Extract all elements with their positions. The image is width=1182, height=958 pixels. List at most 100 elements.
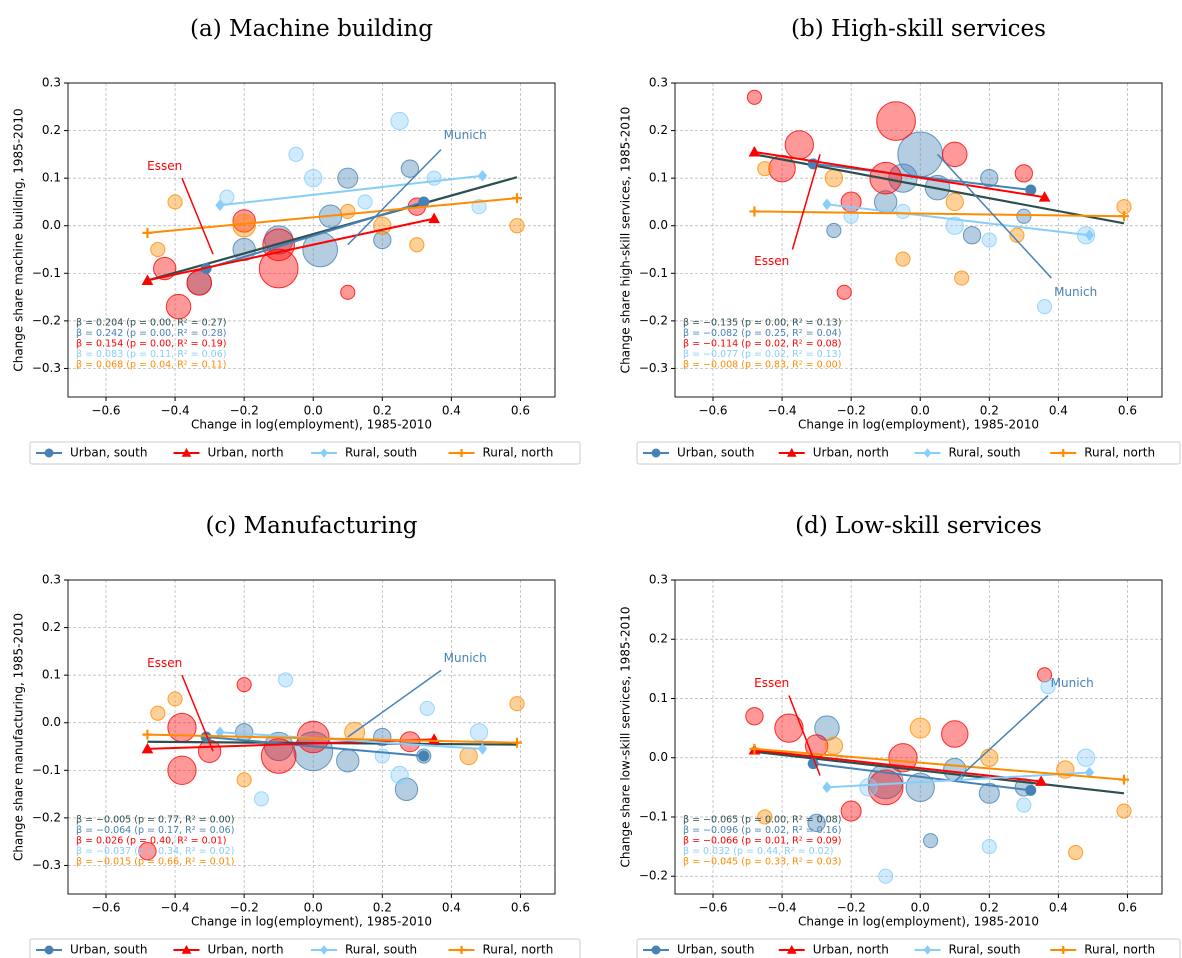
bubble	[138, 842, 157, 861]
x-tick-label: −0.4	[768, 901, 797, 915]
y-tick-label: −0.1	[639, 809, 668, 823]
legend-label: Urban, north	[813, 943, 889, 957]
bubble	[840, 800, 862, 822]
stat-text: β = −0.008 (p = 0.83, R² = 0.00)	[683, 360, 841, 371]
bubble	[867, 769, 904, 806]
x-axis-label: Change in log(employment), 1985-2010	[191, 418, 432, 432]
x-tick-label: −0.2	[230, 404, 259, 418]
panel-title: (a) Machine building	[190, 16, 433, 42]
y-axis-label: Change share low-skill services, 1985-20…	[619, 607, 633, 868]
bubble	[236, 772, 252, 788]
legend-label: Urban, north	[208, 943, 284, 957]
bubble	[337, 167, 359, 189]
fit-marker	[142, 227, 153, 238]
stat-text: β = −0.082 (p = 0.25, R² = 0.04)	[683, 328, 841, 339]
fit-marker	[1119, 211, 1130, 222]
y-tick-label: 0.1	[42, 171, 61, 185]
fit-marker	[822, 198, 832, 211]
annotation-label: Munich	[1051, 676, 1094, 690]
bubble	[509, 696, 525, 712]
y-tick-label: 0.3	[42, 76, 61, 90]
y-axis-label: Change share high-skill services, 1985-2…	[619, 107, 633, 374]
x-axis-label: Change in log(employment), 1985-2010	[191, 915, 432, 929]
legend-marker	[923, 945, 932, 955]
annotation-label: Essen	[754, 254, 789, 268]
bubble	[340, 203, 356, 220]
fit-marker	[477, 169, 488, 182]
fit-line	[205, 200, 425, 270]
bubble	[876, 101, 916, 141]
y-tick-label: −0.2	[639, 313, 668, 327]
bubble	[186, 270, 212, 296]
bubble	[980, 748, 999, 767]
y-tick-label: 0.3	[649, 573, 668, 587]
legend-marker	[457, 449, 466, 457]
bubble	[167, 755, 197, 785]
bubble	[1036, 299, 1053, 315]
bubble	[426, 170, 442, 186]
legend-marker	[1059, 449, 1068, 457]
fit-marker	[215, 726, 225, 739]
x-tick-label: 0.2	[373, 901, 392, 915]
y-tick-label: 0.2	[42, 620, 61, 634]
bubble	[167, 194, 183, 210]
fit-marker	[749, 206, 760, 217]
bubble	[150, 705, 166, 721]
fit-marker	[1119, 774, 1130, 785]
bubble	[232, 214, 256, 238]
x-tick-label: −0.2	[837, 901, 866, 915]
annotation-arrow	[954, 694, 1049, 782]
legend-box	[29, 441, 581, 465]
x-tick-label: 0.2	[980, 404, 999, 418]
legend-box	[636, 441, 1181, 465]
legend-label: Rural, north	[1084, 446, 1155, 460]
fit-line	[147, 738, 435, 750]
legend-label: Rural, south	[949, 943, 1021, 957]
x-tick-label: 0.0	[911, 901, 930, 915]
fit-line	[147, 217, 435, 282]
axes-frame	[674, 579, 1163, 895]
fit-marker	[141, 274, 154, 285]
bubble	[288, 146, 304, 162]
fit-line	[826, 203, 1090, 237]
bubble	[980, 168, 999, 188]
fit-line	[147, 733, 518, 744]
fit-line	[219, 731, 483, 750]
bubble	[1014, 164, 1034, 183]
fit-line	[754, 749, 1042, 783]
y-tick-label: 0.3	[42, 573, 61, 587]
axes-frame	[67, 82, 556, 398]
bubble	[167, 691, 183, 707]
bubble	[905, 772, 935, 803]
fit-line	[826, 771, 1090, 789]
bubble	[774, 713, 804, 743]
axes-frame	[674, 82, 1163, 398]
legend-marker	[786, 944, 797, 954]
fit-line	[813, 162, 1031, 192]
fit-marker	[1035, 775, 1047, 786]
fit-marker	[512, 737, 523, 748]
fit-marker	[1025, 784, 1037, 796]
y-tick-label: −0.1	[32, 266, 61, 280]
bubble	[236, 677, 252, 693]
x-tick-label: 0.4	[442, 901, 461, 915]
bubble	[923, 833, 939, 849]
bubble	[165, 293, 192, 320]
fit-marker	[215, 199, 225, 212]
x-tick-label: 0.4	[1049, 901, 1068, 915]
y-tick-label: 0.1	[42, 668, 61, 682]
bubble	[373, 230, 392, 250]
y-tick-label: −0.1	[639, 266, 668, 280]
bubble	[941, 720, 969, 748]
bubble	[784, 130, 814, 160]
annotation-label: Munich	[1054, 285, 1097, 299]
bubble	[895, 203, 911, 220]
plot-area	[68, 580, 555, 894]
stat-text: β = −0.096 (p = 0.02, R² = 0.16)	[683, 825, 841, 836]
bubble	[409, 237, 425, 253]
y-tick-label: 0.0	[649, 750, 668, 764]
legend-marker	[44, 945, 54, 955]
stat-text: β = 0.204 (p = 0.00, R² = 0.27)	[76, 318, 226, 329]
bubble	[340, 284, 356, 300]
y-tick-label: 0.0	[42, 715, 61, 729]
